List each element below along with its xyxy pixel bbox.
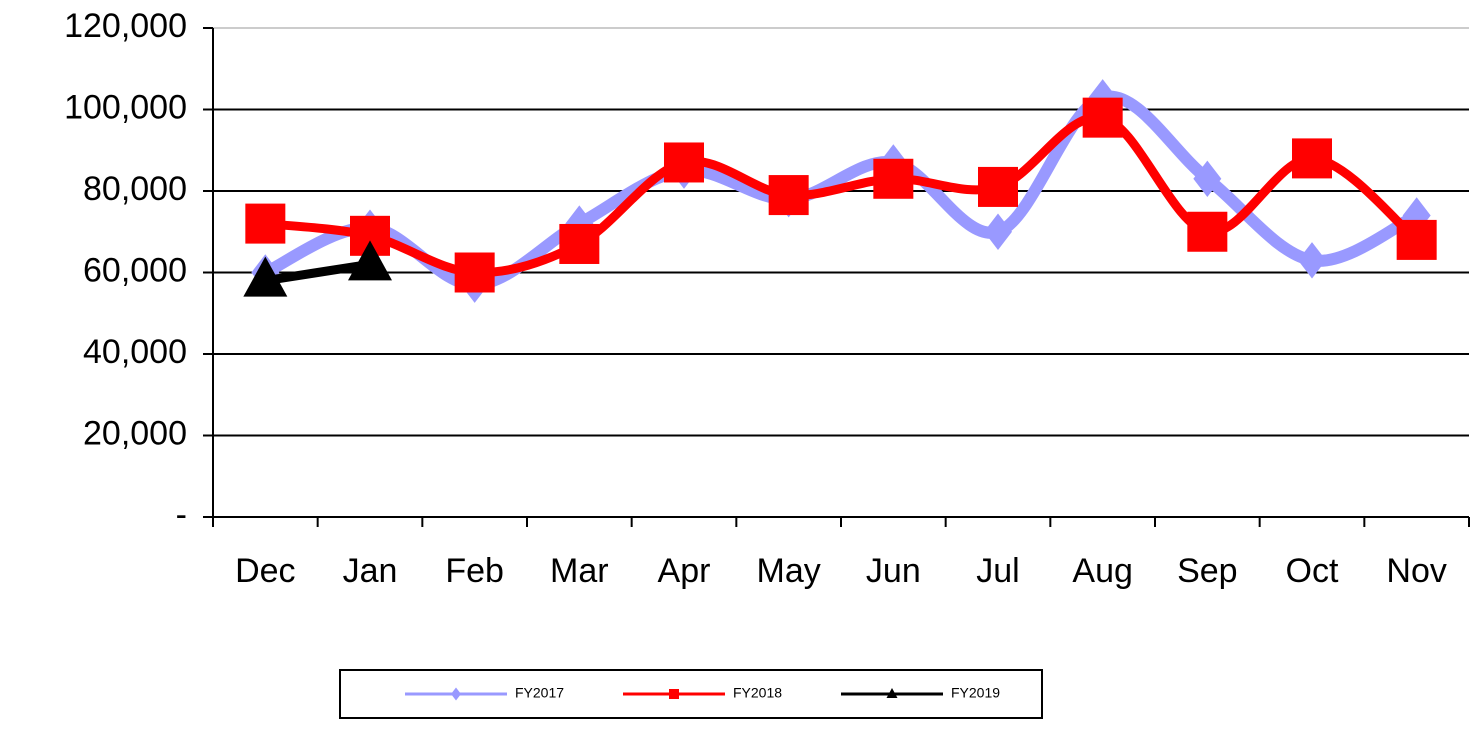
- marker: [1082, 97, 1123, 138]
- marker: [1292, 138, 1332, 179]
- y-tick-label: 40,000: [83, 333, 187, 371]
- marker: [978, 166, 1018, 207]
- x-tick-label: Oct: [1286, 552, 1339, 590]
- x-tick-label: May: [757, 552, 821, 590]
- marker: [1396, 219, 1437, 260]
- y-tick-label: 100,000: [64, 88, 187, 126]
- x-tick-label: Jan: [343, 552, 398, 590]
- marker: [243, 256, 288, 297]
- x-tick-label: Apr: [658, 552, 711, 590]
- y-tick-label: 60,000: [83, 251, 187, 289]
- legend-label: FY2018: [733, 685, 782, 701]
- marker: [886, 688, 898, 698]
- marker: [245, 203, 286, 244]
- marker: [669, 689, 679, 699]
- x-tick-label: Sep: [1177, 552, 1238, 590]
- x-tick-label: Nov: [1386, 552, 1446, 590]
- x-tick-label: Feb: [445, 552, 504, 590]
- x-tick-label: Mar: [550, 552, 609, 590]
- marker: [1193, 160, 1222, 197]
- marker: [1298, 242, 1326, 279]
- x-tick-label: Dec: [235, 552, 295, 590]
- y-tick-label: 120,000: [64, 7, 187, 45]
- legend-label: FY2019: [951, 685, 1000, 701]
- marker: [873, 158, 914, 199]
- marker: [451, 687, 461, 701]
- x-tick-label: Jul: [976, 552, 1019, 590]
- marker: [664, 142, 704, 183]
- marker: [348, 240, 392, 281]
- marker: [768, 175, 809, 216]
- x-tick-label: Jun: [866, 552, 921, 590]
- series-line: [264, 112, 1420, 278]
- marker: [454, 252, 495, 293]
- x-tick-label: Aug: [1072, 552, 1133, 590]
- marker: [559, 223, 600, 264]
- marker: [1187, 211, 1228, 252]
- y-tick-label: 80,000: [83, 170, 187, 208]
- legend-label: FY2017: [515, 685, 564, 701]
- marker: [984, 213, 1012, 250]
- y-tick-label: 20,000: [83, 414, 187, 452]
- y-tick-label: -: [176, 496, 187, 534]
